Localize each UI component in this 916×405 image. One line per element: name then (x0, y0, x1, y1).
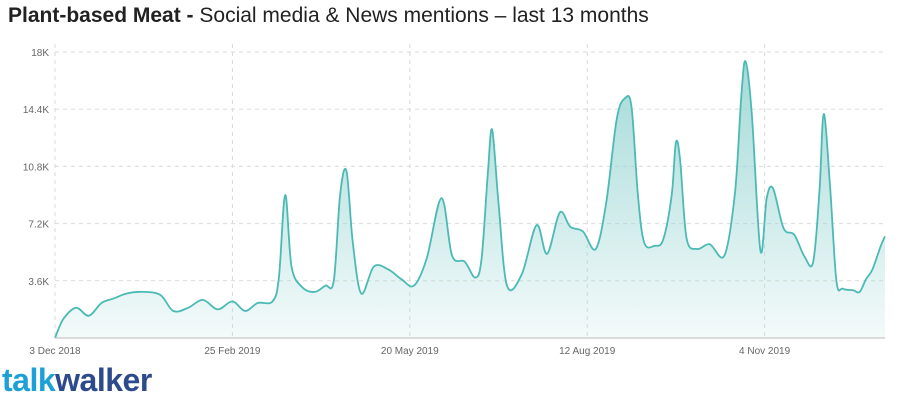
chart-title: Plant-based Meat - Social media & News m… (8, 4, 649, 28)
chart-title-rest: Social media & News mentions – last 13 m… (199, 4, 649, 27)
x-tick-label: 12 Aug 2019 (559, 346, 616, 357)
logo-walker: walker (55, 362, 152, 398)
mentions-chart: 3.6K 7.2K 10.8K 14.4K 18K 3 Dec 2018 25 Feb 2… (23, 44, 886, 357)
chart-title-bold: Plant-based Meat - (8, 4, 194, 27)
y-tick-label: 7.2K (28, 220, 49, 231)
mentions-area (55, 60, 885, 338)
x-tick-label: 25 Feb 2019 (204, 346, 261, 357)
x-tick-label: 3 Dec 2018 (29, 346, 81, 357)
x-tick-label: 4 Nov 2019 (739, 346, 791, 357)
y-axis-ticks: 3.6K 7.2K 10.8K 14.4K 18K (23, 48, 49, 288)
logo-talk: talk (2, 362, 56, 398)
x-tick-label: 20 May 2019 (381, 346, 439, 357)
y-tick-label: 10.8K (23, 162, 49, 173)
y-tick-label: 3.6K (28, 277, 49, 288)
x-axis-ticks: 3 Dec 2018 25 Feb 2019 20 May 2019 12 Aug 2… (29, 346, 790, 357)
y-tick-label: 14.4K (23, 105, 49, 116)
mentions-line (54, 60, 886, 339)
talkwalker-logo: talkwalker (2, 362, 152, 399)
y-tick-label: 18K (31, 48, 49, 59)
